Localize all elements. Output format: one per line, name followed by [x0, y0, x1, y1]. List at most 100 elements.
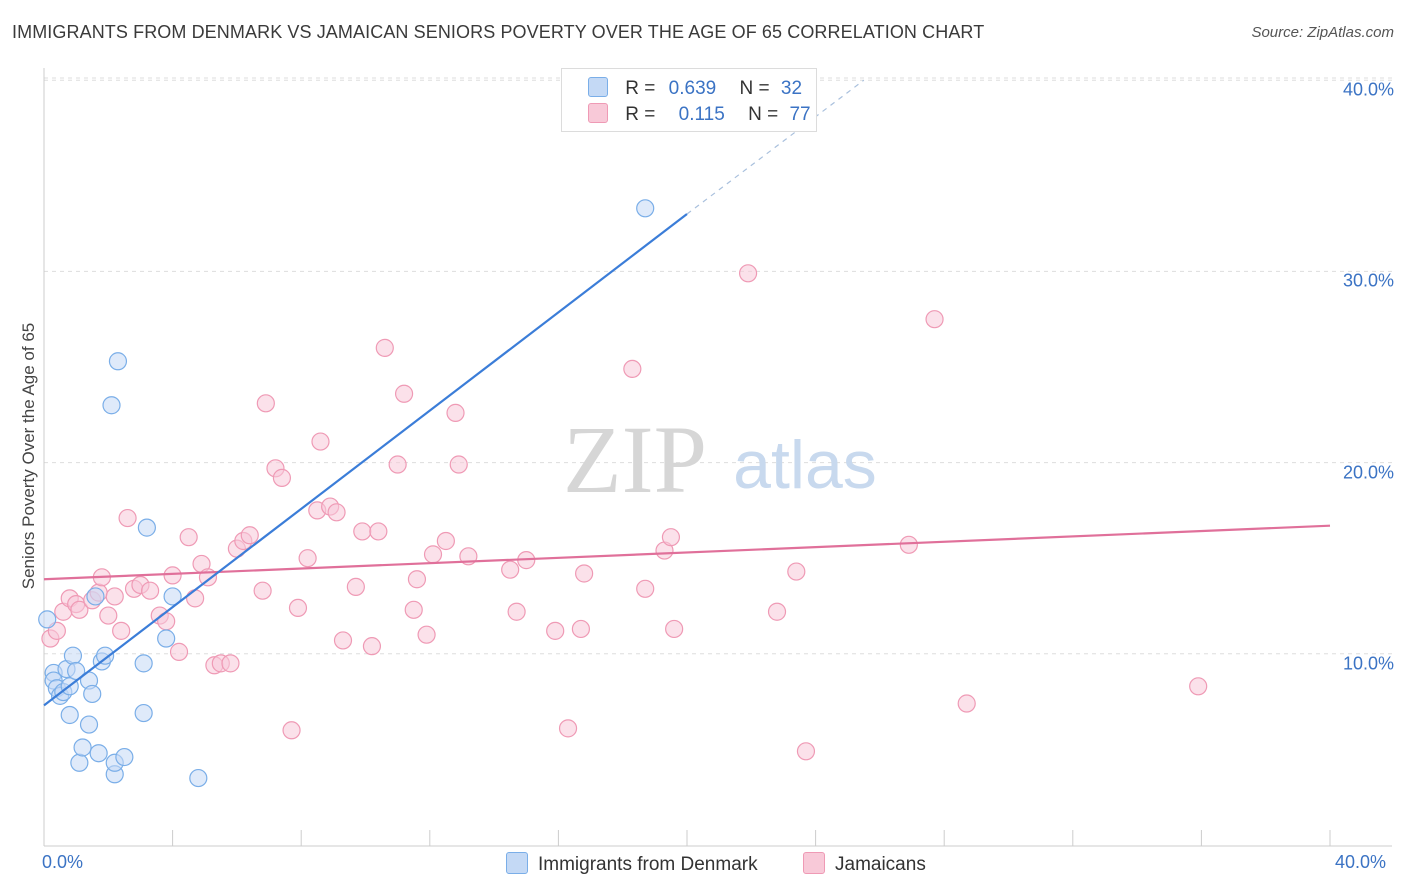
point-denmark: [73, 738, 92, 757]
point-denmark: [636, 199, 655, 218]
point-jamaicans: [298, 549, 317, 568]
point-jamaicans: [571, 619, 591, 639]
trendline-denmark: [43, 213, 688, 707]
point-jamaicans: [112, 621, 131, 640]
point-jamaicans: [394, 384, 414, 403]
point-jamaicans: [558, 719, 578, 738]
point-denmark: [70, 753, 89, 772]
point-denmark: [89, 744, 108, 763]
point-jamaicans: [282, 721, 301, 740]
point-jamaicans: [623, 359, 642, 379]
point-denmark: [115, 747, 134, 767]
point-jamaicans: [501, 560, 520, 579]
point-jamaicans: [796, 742, 816, 761]
bottom-legend-label-jamaicans: Jamaicans: [835, 854, 926, 875]
point-jamaicans: [240, 526, 259, 545]
watermark-zip: ZIP: [563, 406, 707, 513]
point-jamaicans: [575, 564, 594, 583]
legend-r-label: R =: [625, 78, 656, 99]
chart-title: IMMIGRANTS FROM DENMARK VS JAMAICAN SENI…: [12, 22, 985, 42]
bottom-legend-label-denmark: Immigrants from Denmark: [538, 854, 758, 875]
point-jamaicans: [665, 619, 684, 639]
legend-swatch-jamaicans: [588, 103, 608, 123]
point-jamaicans: [369, 522, 388, 541]
axes: [43, 68, 1392, 847]
point-denmark: [60, 705, 79, 725]
y-tick-label: 10.0%: [1342, 653, 1394, 674]
legend-n-value: 32: [780, 78, 803, 99]
x-tick-label-start: 0.0%: [42, 852, 84, 872]
point-jamaicans: [105, 587, 124, 606]
legend-r-value: 0.639: [668, 78, 717, 99]
point-jamaicans: [256, 394, 275, 413]
bottom-legend-swatch-jamaicans: [803, 852, 825, 874]
point-denmark: [108, 352, 128, 371]
legend-row-jamaicans: R = 0.115 N = 77: [588, 103, 811, 127]
legend-n-label: N =: [739, 78, 770, 99]
bottom-legend-jamaicans: Jamaicans: [803, 852, 926, 876]
y-tick-label: 40.0%: [1342, 79, 1394, 100]
point-denmark: [102, 396, 121, 415]
point-denmark: [79, 715, 99, 734]
point-jamaicans: [407, 570, 427, 589]
point-denmark: [137, 518, 156, 537]
point-jamaicans: [70, 600, 89, 619]
trendline-denmark-extension: [686, 79, 865, 215]
point-jamaicans: [163, 566, 182, 585]
point-jamaicans: [449, 455, 468, 474]
point-jamaicans: [423, 545, 443, 564]
point-jamaicans: [899, 535, 918, 554]
bottom-legend-swatch-denmark: [506, 852, 528, 874]
point-jamaicans: [507, 602, 526, 621]
point-jamaicans: [738, 264, 758, 283]
point-jamaicans: [1189, 677, 1208, 696]
point-denmark: [134, 703, 153, 723]
point-jamaicans: [388, 455, 407, 474]
point-jamaicans: [118, 508, 137, 528]
legend-r-label: R =: [625, 104, 656, 125]
point-jamaicans: [404, 600, 423, 619]
point-jamaicans: [288, 598, 308, 618]
legend-r-value: 0.115: [678, 104, 725, 125]
point-jamaicans: [546, 621, 565, 640]
point-jamaicans: [179, 528, 198, 547]
point-denmark: [163, 587, 182, 606]
watermark-atlas: atlas: [733, 427, 877, 503]
point-jamaicans: [925, 310, 944, 329]
legend-swatch-denmark: [588, 77, 608, 97]
legend: R = 0.639 N = 32 R = 0.115 N = 77: [561, 68, 817, 132]
point-denmark: [63, 646, 83, 665]
point-denmark: [157, 629, 176, 648]
y-tick-label: 30.0%: [1342, 270, 1394, 291]
watermark: ZIP atlas: [563, 406, 877, 513]
point-jamaicans: [436, 531, 455, 551]
trendline-jamaicans: [43, 524, 1331, 581]
point-jamaicans: [661, 528, 681, 547]
point-jamaicans: [417, 625, 436, 644]
point-denmark: [86, 587, 105, 606]
bottom-legend-denmark: Immigrants from Denmark: [506, 852, 758, 876]
point-jamaicans: [327, 503, 346, 522]
gridlines: [44, 77, 1392, 655]
point-jamaicans: [446, 403, 465, 422]
point-jamaicans: [767, 602, 787, 621]
y-tick-label: 20.0%: [1342, 462, 1394, 483]
source-label: Source: ZipAtlas.com: [1251, 24, 1394, 41]
point-jamaicans: [253, 581, 272, 600]
point-jamaicans: [333, 631, 353, 650]
point-denmark: [95, 646, 115, 665]
point-jamaicans: [375, 338, 394, 357]
legend-row-denmark: R = 0.639 N = 32: [588, 77, 802, 101]
point-jamaicans: [169, 642, 189, 661]
point-jamaicans: [787, 562, 806, 581]
point-jamaicans: [957, 694, 976, 713]
point-jamaicans: [186, 589, 205, 608]
point-denmark: [189, 768, 208, 788]
legend-n-label: N =: [748, 104, 779, 125]
x-tick-label-end: 40.0%: [1335, 852, 1387, 872]
point-denmark: [83, 684, 102, 704]
point-jamaicans: [346, 577, 365, 596]
point-jamaicans: [636, 579, 655, 598]
legend-n-value: 77: [789, 104, 811, 125]
